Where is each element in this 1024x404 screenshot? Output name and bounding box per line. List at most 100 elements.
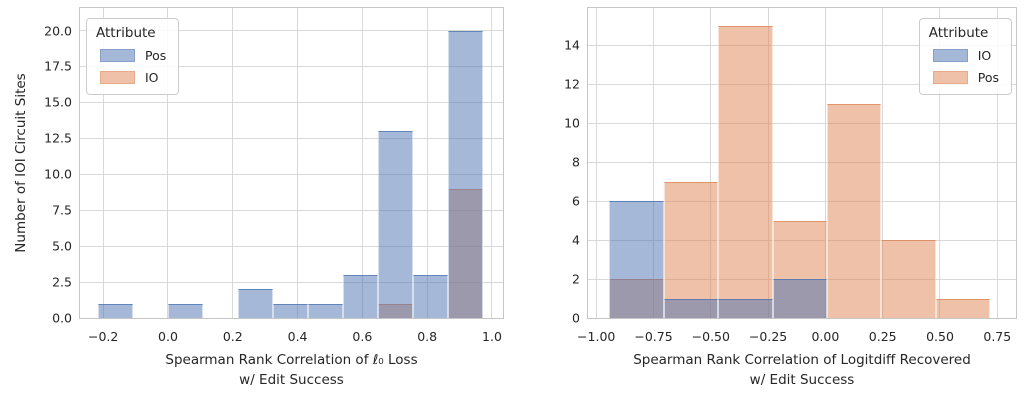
- x-tick-label: 0.25: [868, 329, 897, 344]
- grid-line-horizontal: [80, 209, 503, 211]
- y-tick-label: 12.5: [44, 130, 72, 146]
- grid-line-horizontal: [80, 173, 503, 175]
- grid-line-horizontal: [80, 245, 503, 247]
- y-tick-label: 10: [564, 115, 580, 131]
- y-tick-label: 6: [572, 193, 580, 209]
- histogram-bar-pos: [167, 303, 203, 318]
- legend-row: IO: [96, 70, 166, 85]
- grid-line-horizontal: [588, 122, 1016, 124]
- grid-line-vertical: [996, 8, 998, 318]
- histogram-bar-pos: [827, 103, 882, 318]
- histogram-bar-pos: [98, 303, 133, 318]
- legend: Attribute IO Pos: [918, 18, 1012, 95]
- histogram-bar-io: [663, 298, 719, 318]
- histogram-bar-pos: [237, 289, 273, 318]
- grid-line-vertical: [824, 8, 826, 318]
- histogram-bar-pos: [663, 181, 719, 318]
- y-tick-label: 0: [572, 310, 580, 326]
- x-tick-label: −0.50: [691, 329, 730, 344]
- histogram-bar-pos: [718, 25, 773, 318]
- grid-line-vertical: [882, 8, 884, 318]
- histogram-bar-pos: [272, 303, 308, 318]
- x-axis-label-left-line2: w/ Edit Success: [239, 372, 344, 388]
- grid-line-horizontal: [588, 200, 1016, 202]
- grid-line-vertical: [653, 8, 654, 318]
- grid-line-horizontal: [588, 83, 1016, 85]
- plot-area-right: [587, 7, 1017, 319]
- x-tick-label: 0.50: [926, 329, 954, 344]
- legend-row: Pos: [929, 70, 999, 85]
- x-tick-label: 0.00: [811, 329, 840, 344]
- legend-row: IO: [929, 48, 999, 63]
- legend-label-io: IO: [977, 48, 992, 63]
- histogram-bar-pos: [343, 274, 379, 318]
- histogram-bar-pos: [307, 303, 344, 318]
- grid-line-vertical: [710, 8, 712, 318]
- grid-line-vertical: [595, 8, 597, 318]
- legend: Attribute Pos IO: [86, 18, 180, 95]
- legend-label-io: IO: [145, 70, 159, 85]
- y-tick-label: 0.0: [52, 310, 72, 326]
- legend-swatch-pos: [932, 71, 968, 84]
- histogram-bar-pos: [448, 30, 484, 318]
- grid-line-vertical: [232, 8, 234, 318]
- y-tick-label: 5.0: [52, 238, 72, 254]
- x-tick-label: 0.6: [352, 329, 373, 344]
- histogram-bar-io: [772, 279, 827, 318]
- legend-title: Attribute: [96, 25, 156, 41]
- x-tick-label: −1.00: [577, 329, 616, 344]
- grid-line-horizontal: [80, 281, 503, 283]
- x-tick-label: 0.75: [983, 329, 1012, 344]
- legend-label-pos: Pos: [145, 48, 167, 63]
- grid-line-horizontal: [80, 137, 503, 139]
- legend-swatch-pos: [100, 49, 135, 62]
- y-tick-label: 10.0: [44, 166, 72, 182]
- y-tick-label: 2.5: [52, 274, 72, 290]
- plot-area-left: [79, 7, 504, 319]
- x-tick-label: −0.2: [88, 329, 119, 344]
- y-tick-label: 2: [572, 271, 580, 287]
- y-tick-label: 7.5: [52, 202, 72, 218]
- grid-line-horizontal: [588, 161, 1016, 163]
- grid-line-vertical: [167, 8, 169, 318]
- grid-line-vertical: [491, 8, 493, 318]
- x-axis-label-left: Spearman Rank Correlation of ℓ₀ Loss w/ …: [80, 350, 503, 390]
- x-tick-label: 0.2: [222, 329, 243, 344]
- y-tick-label: 12: [564, 76, 580, 92]
- x-tick-label: 0.8: [417, 329, 438, 344]
- y-tick-label: 14: [564, 37, 580, 53]
- x-tick-label: 0.4: [287, 329, 308, 344]
- legend-swatch-io: [932, 49, 968, 62]
- x-axis-label-left-line1: Spearman Rank Correlation of ℓ₀ Loss: [165, 352, 418, 368]
- grid-line-vertical: [939, 8, 941, 318]
- histogram-bar-pos: [935, 298, 990, 318]
- y-tick-label: 20.0: [44, 23, 72, 39]
- grid-line-horizontal: [588, 44, 1016, 46]
- x-axis-label-right: Spearman Rank Correlation of Logitdiff R…: [588, 350, 1016, 390]
- x-tick-label: −0.25: [748, 329, 788, 344]
- y-axis-label: Number of IOI Circuit Sites: [13, 73, 29, 253]
- y-tick-label: 15.0: [44, 94, 72, 110]
- legend-label-pos: Pos: [977, 70, 999, 85]
- y-tick-label: 4: [572, 232, 580, 248]
- grid-line-horizontal: [80, 65, 503, 67]
- y-tick-label: 8: [572, 154, 580, 170]
- x-tick-label: −0.75: [634, 329, 673, 344]
- grid-line-vertical: [361, 8, 363, 318]
- x-tick-label: 1.0: [482, 329, 502, 344]
- y-tick-label: 17.5: [44, 58, 72, 74]
- histogram-bar-pos: [413, 274, 449, 318]
- legend-swatch-io: [100, 71, 135, 84]
- histogram-bar-pos: [378, 131, 414, 318]
- histogram-bar-io: [718, 298, 773, 318]
- x-tick-label: 0.0: [158, 329, 178, 344]
- grid-line-vertical: [102, 8, 104, 318]
- grid-line-vertical: [297, 8, 299, 318]
- histogram-bar-io: [609, 201, 664, 318]
- legend-title: Attribute: [928, 25, 989, 41]
- x-axis-label-right-line1: Spearman Rank Correlation of Logitdiff R…: [633, 352, 971, 368]
- x-axis-label-right-line2: w/ Edit Success: [749, 372, 855, 388]
- grid-line-horizontal: [80, 101, 503, 103]
- histogram-bar-pos: [881, 240, 936, 318]
